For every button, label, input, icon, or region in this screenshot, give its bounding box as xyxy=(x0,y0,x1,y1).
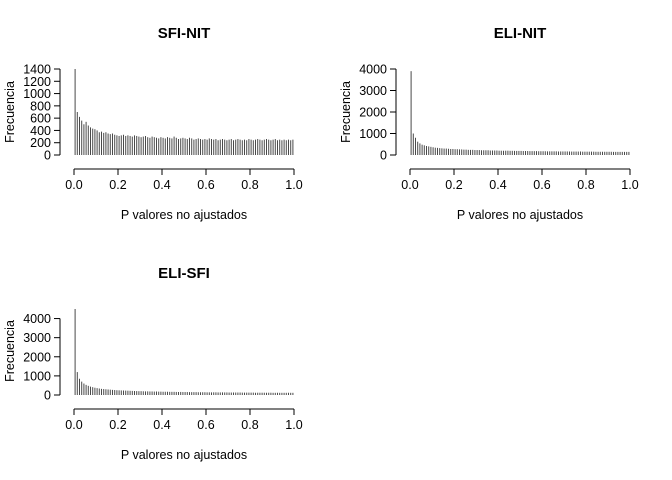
x-tick-label: 0.2 xyxy=(445,178,462,192)
y-tick-label: 800 xyxy=(30,99,51,113)
histogram-panel-eli-sfi: ELI-SFI P valores no ajustados Frecuenci… xyxy=(3,265,303,462)
x-tick-label: 0.6 xyxy=(533,178,550,192)
x-axis-label: P valores no ajustados xyxy=(121,448,247,462)
x-axis-label: P valores no ajustados xyxy=(121,208,247,222)
bars xyxy=(410,71,630,155)
x-axis-label: P valores no ajustados xyxy=(457,208,583,222)
x-tick-label: 0.8 xyxy=(241,178,258,192)
x-tick-label: 0.4 xyxy=(489,178,506,192)
chart-title: ELI-SFI xyxy=(158,265,210,282)
x-tick-label: 0.8 xyxy=(577,178,594,192)
histogram-panel-eli-nit: ELI-NIT P valores no ajustados Frecuenci… xyxy=(339,25,639,222)
y-tick-label: 2000 xyxy=(23,350,51,364)
y-tick-label: 400 xyxy=(30,124,51,138)
x-tick-label: 0.6 xyxy=(197,418,214,432)
y-tick-label: 0 xyxy=(44,389,51,403)
y-tick-label: 1400 xyxy=(23,63,51,77)
y-tick-label: 3000 xyxy=(23,331,51,345)
y-axis-label: Frecuencia xyxy=(339,81,353,143)
x-tick-label: 0.0 xyxy=(65,178,82,192)
chart-title: SFI-NIT xyxy=(158,25,211,42)
y-tick-label: 1200 xyxy=(23,75,51,89)
x-tick-label: 0.0 xyxy=(65,418,82,432)
x-tick-label: 0.0 xyxy=(401,178,418,192)
y-tick-label: 1000 xyxy=(23,87,51,101)
x-tick-label: 0.8 xyxy=(241,418,258,432)
x-tick-label: 0.2 xyxy=(109,418,126,432)
x-tick-label: 1.0 xyxy=(285,418,302,432)
bars xyxy=(74,309,294,395)
x-tick-label: 0.2 xyxy=(109,178,126,192)
y-tick-label: 600 xyxy=(30,112,51,126)
x-tick-label: 1.0 xyxy=(285,178,302,192)
y-axis-label: Frecuencia xyxy=(3,81,17,143)
x-tick-label: 0.4 xyxy=(153,178,170,192)
y-tick-label: 2000 xyxy=(359,106,387,120)
y-axis-label: Frecuencia xyxy=(3,320,17,382)
y-tick-label: 4000 xyxy=(23,312,51,326)
y-tick-label: 1000 xyxy=(359,127,387,141)
y-tick-label: 200 xyxy=(30,136,51,150)
y-tick-label: 1000 xyxy=(23,369,51,383)
x-tick-label: 0.4 xyxy=(153,418,170,432)
y-tick-label: 4000 xyxy=(359,63,387,77)
x-tick-label: 1.0 xyxy=(621,178,638,192)
histogram-panel-sfi-nit: SFI-NIT P valores no ajustados Frecuenci… xyxy=(3,25,303,222)
y-tick-label: 0 xyxy=(380,149,387,163)
y-tick-label: 0 xyxy=(44,149,51,163)
x-tick-label: 0.6 xyxy=(197,178,214,192)
chart-title: ELI-NIT xyxy=(494,25,547,42)
bars xyxy=(74,69,294,155)
y-tick-label: 3000 xyxy=(359,84,387,98)
